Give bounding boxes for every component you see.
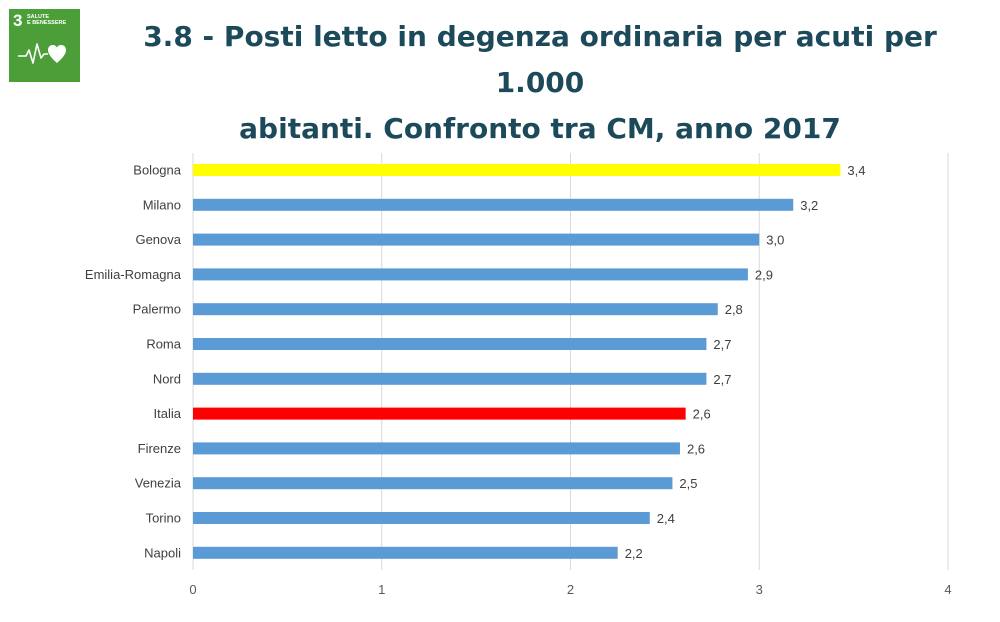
chart-title-line2: abitanti. Confronto tra CM, anno 2017	[239, 112, 841, 145]
bar	[193, 303, 718, 316]
bar	[193, 372, 707, 385]
data-label: 2,7	[713, 337, 731, 352]
sdg-label-line2: E BENESSERE	[27, 20, 67, 26]
category-label: Torino	[146, 511, 181, 526]
heartbeat-heart-icon	[18, 43, 66, 64]
data-label: 2,6	[687, 441, 705, 456]
category-label: Italia	[154, 406, 182, 421]
chart-title: 3.8 - Posti letto in degenza ordinaria p…	[100, 14, 980, 152]
bar	[193, 338, 707, 350]
category-label: Genova	[135, 232, 181, 247]
sdg-label-line1: SALUTE	[27, 14, 49, 20]
sdg-3-logo: 3 SALUTE E BENESSERE	[9, 9, 80, 82]
sdg-label: SALUTE E BENESSERE	[27, 14, 77, 26]
bar	[193, 268, 748, 281]
x-tick-label: 3	[756, 582, 763, 597]
data-label: 2,2	[625, 546, 643, 561]
data-label: 3,0	[766, 233, 784, 248]
bar	[193, 477, 673, 490]
data-label: 2,7	[713, 372, 731, 387]
category-label: Venezia	[135, 476, 182, 491]
bar	[193, 164, 841, 176]
x-tick-label: 4	[944, 582, 951, 597]
category-label: Palermo	[133, 302, 181, 317]
category-label: Nord	[153, 371, 181, 386]
bar	[193, 198, 794, 211]
chart-title-line1: 3.8 - Posti letto in degenza ordinaria p…	[143, 20, 937, 99]
category-label: Emilia-Romagna	[85, 267, 182, 282]
category-label: Roma	[146, 337, 181, 352]
x-tick-label: 1	[378, 582, 385, 597]
data-label: 2,4	[657, 511, 675, 526]
data-label: 2,6	[693, 407, 711, 422]
category-label: Napoli	[144, 545, 181, 560]
x-tick-label: 2	[567, 582, 574, 597]
bar	[193, 546, 618, 559]
category-label: Milano	[143, 197, 181, 212]
data-label: 3,4	[847, 163, 865, 178]
bar	[193, 407, 686, 420]
bar	[193, 233, 760, 246]
x-tick-label: 0	[189, 582, 196, 597]
data-label: 2,8	[725, 302, 743, 317]
sdg-number: 3	[13, 11, 23, 30]
bar	[193, 442, 680, 455]
bar	[193, 512, 650, 524]
data-label: 2,5	[679, 476, 697, 491]
category-label: Bologna	[133, 163, 181, 178]
data-label: 3,2	[800, 198, 818, 213]
category-label: Firenze	[138, 441, 181, 456]
data-label: 2,9	[755, 267, 773, 282]
